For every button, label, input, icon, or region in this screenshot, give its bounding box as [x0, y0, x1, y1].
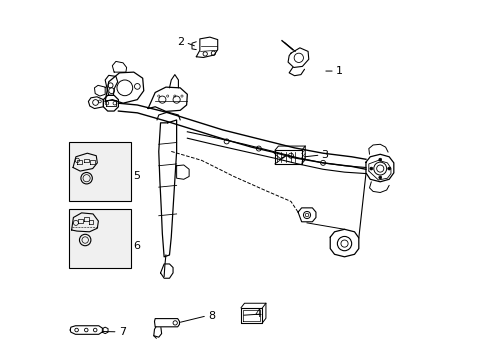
- Bar: [69, 143, 131, 202]
- Circle shape: [387, 167, 390, 170]
- Text: 6: 6: [133, 241, 140, 251]
- Circle shape: [369, 167, 372, 170]
- Text: 4: 4: [254, 309, 261, 319]
- Bar: [69, 208, 131, 267]
- Text: 1: 1: [335, 66, 342, 76]
- Text: 3: 3: [321, 150, 328, 160]
- Text: 7: 7: [119, 327, 126, 337]
- Circle shape: [378, 158, 381, 161]
- Text: 5: 5: [133, 171, 140, 181]
- Circle shape: [378, 176, 381, 179]
- Text: 2: 2: [177, 37, 184, 48]
- Text: 8: 8: [207, 311, 215, 321]
